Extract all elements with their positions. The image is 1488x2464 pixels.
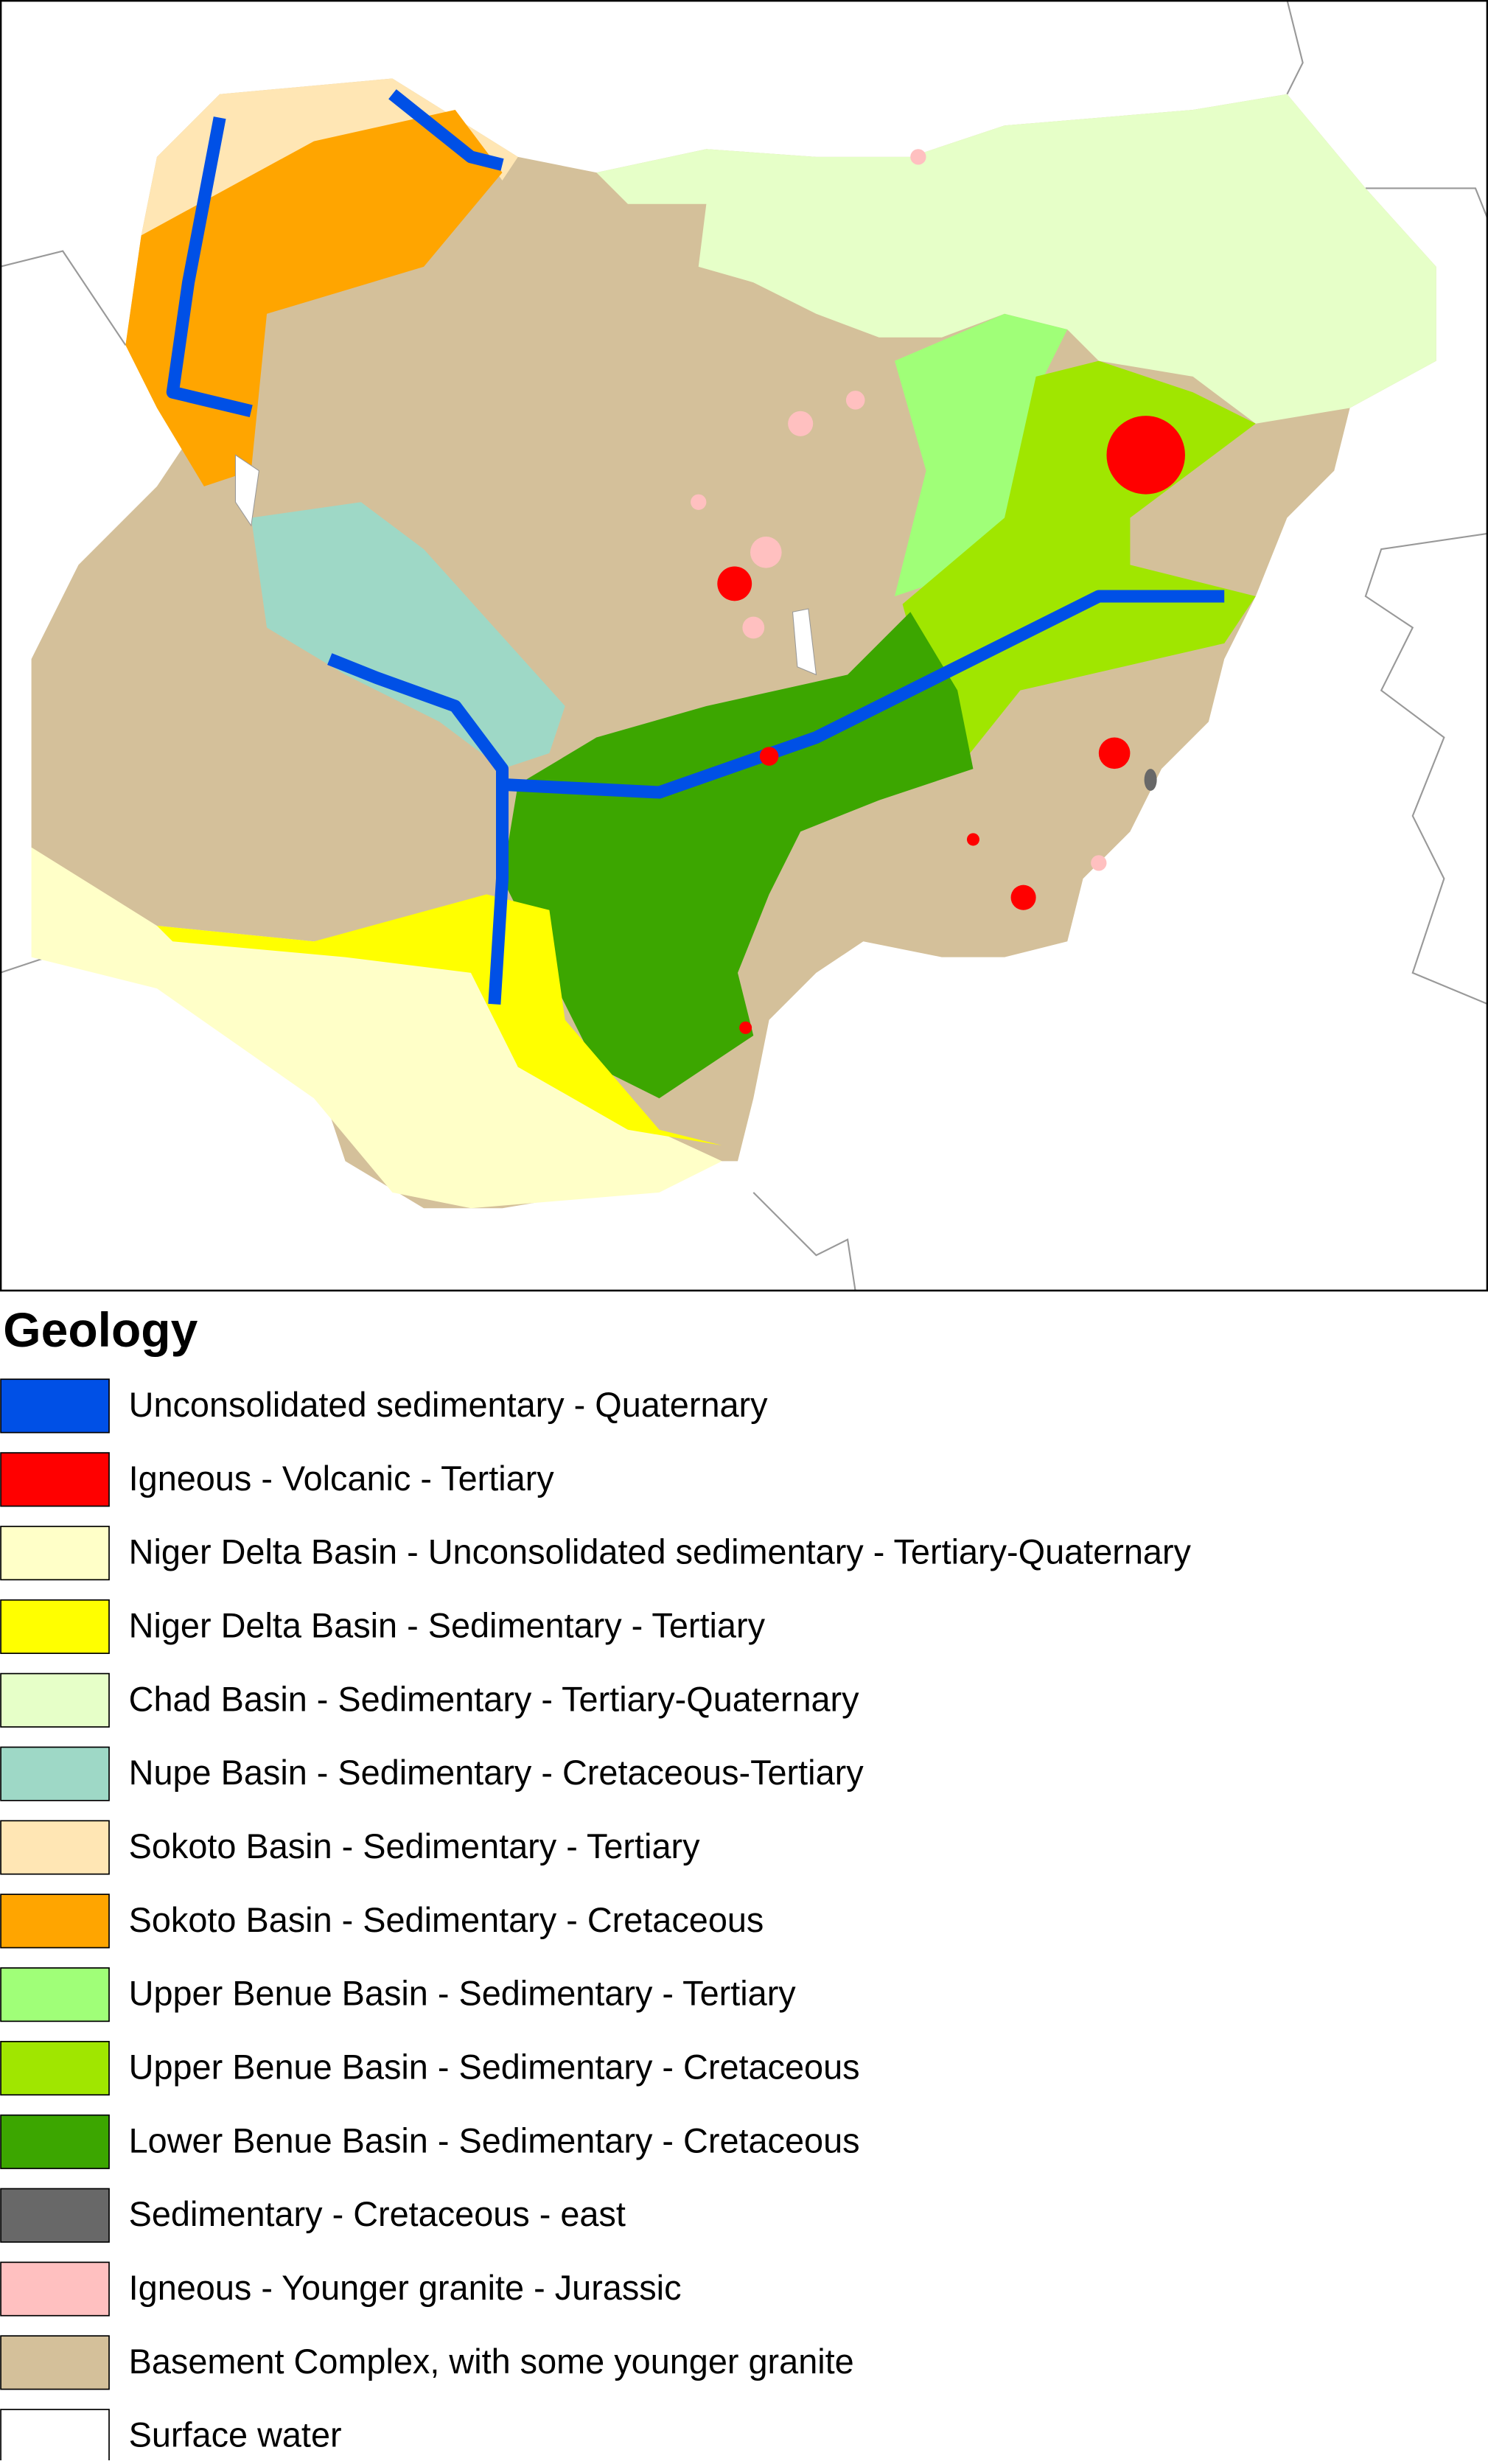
granite-area	[750, 537, 782, 568]
border	[1365, 187, 1488, 220]
legend-label: Chad Basin - Sedimentary - Tertiary-Quat…	[129, 1680, 860, 1718]
niger-delta-sedimentary	[156, 894, 722, 1146]
granite-area	[845, 391, 865, 410]
border	[752, 1192, 856, 1292]
river-sokoto	[166, 116, 253, 418]
chad-basin	[596, 94, 1436, 424]
volcanic-area	[759, 747, 779, 766]
nupe-basin	[251, 502, 565, 769]
legend-swatch	[0, 2114, 110, 2169]
younger-granite	[691, 149, 1107, 871]
legend-swatch	[0, 1599, 110, 1654]
lower-benue	[502, 612, 974, 1099]
border	[1286, 0, 1304, 95]
legend-label: Igneous - Younger granite - Jurassic	[129, 2269, 682, 2307]
granite-area	[691, 494, 707, 510]
granite-area	[910, 149, 926, 165]
legend-label: Igneous - Volcanic - Tertiary	[129, 1459, 555, 1498]
legend-label: Lower Benue Basin - Sedimentary - Cretac…	[129, 2121, 860, 2160]
legend-title: Geology	[3, 1302, 198, 1357]
sedimentary-east	[1144, 769, 1157, 791]
legend-label: Nupe Basin - Sedimentary - Cretaceous-Te…	[129, 1753, 864, 1792]
river-benue	[502, 590, 1225, 799]
legend-swatch	[0, 2261, 110, 2317]
legend-swatch	[0, 1746, 110, 1801]
volcanic-area	[739, 1021, 752, 1034]
legend: Unconsolidated sedimentary - Quaternary I…	[0, 1378, 1192, 2464]
legend-swatch	[0, 1526, 110, 1581]
granite-area	[742, 616, 765, 639]
legend-label: Surface water	[129, 2416, 342, 2454]
legend-swatch	[0, 1820, 110, 1875]
legend-swatch	[0, 1378, 110, 1434]
volcanic-area	[1010, 884, 1036, 910]
legend-label: Sedimentary - Cretaceous - east	[129, 2195, 626, 2233]
river-niger	[327, 653, 509, 1005]
upper-benue-tertiary	[894, 313, 1068, 596]
granite-area	[788, 411, 814, 436]
water-body	[792, 608, 817, 676]
legend-swatch	[0, 2409, 110, 2464]
river-rima	[388, 89, 504, 171]
surface-water	[234, 454, 817, 676]
border	[1364, 532, 1488, 1005]
legend-label: Basement Complex, with some younger gran…	[129, 2342, 854, 2381]
legend-swatch	[0, 1452, 110, 1507]
border	[0, 956, 48, 974]
legend-swatch	[0, 2040, 110, 2096]
volcanic-area	[1106, 416, 1185, 495]
legend-label: Niger Delta Basin - Sedimentary - Tertia…	[129, 1606, 766, 1644]
volcanic-area	[717, 566, 752, 601]
water-body	[234, 454, 259, 527]
legend-label: Upper Benue Basin - Sedimentary - Cretac…	[129, 2048, 860, 2087]
map-frame-content	[0, 0, 1488, 1292]
rivers	[166, 89, 1225, 1005]
neighbour-borders	[0, 0, 1488, 1292]
sokoto-cretaceous	[125, 110, 503, 486]
legend-label: Unconsolidated sedimentary - Quaternary	[129, 1386, 769, 1424]
legend-swatch	[0, 2188, 110, 2243]
legend-label: Sokoto Basin - Sedimentary - Tertiary	[129, 1827, 700, 1866]
granite-area	[1091, 855, 1107, 871]
volcanic-area	[1098, 737, 1131, 769]
legend-swatch	[0, 1672, 110, 1728]
border	[0, 250, 127, 346]
legend-swatch	[0, 1894, 110, 1949]
volcanic-area	[966, 833, 979, 846]
legend-label: Niger Delta Basin - Unconsolidated sedim…	[129, 1533, 1192, 1571]
legend-swatch	[0, 2335, 110, 2390]
legend-label: Upper Benue Basin - Sedimentary - Tertia…	[129, 1975, 797, 2013]
legend-swatch	[0, 1967, 110, 2022]
legend-label: Sokoto Basin - Sedimentary - Cretaceous	[129, 1901, 764, 1939]
map-frame	[0, 0, 1488, 1292]
volcanic	[717, 416, 1185, 1034]
